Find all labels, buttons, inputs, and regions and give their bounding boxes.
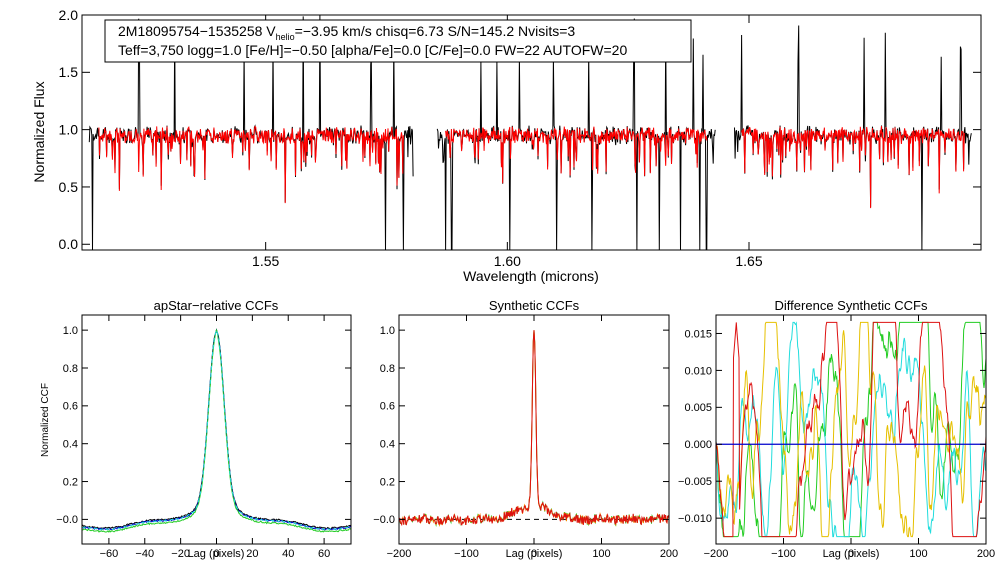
x-tick-label: 0 xyxy=(531,548,537,560)
spectrum-model-line xyxy=(741,125,965,209)
spectrum-annotation: 2M18095754−1535258 Vhelio=−3.95 km/s chi… xyxy=(104,19,692,63)
spectrum-lines xyxy=(88,15,972,250)
x-tick-label: 1.60 xyxy=(494,253,521,269)
x-tick-label: 100 xyxy=(909,548,927,560)
y-tick-label: 0.8 xyxy=(380,363,395,375)
y-tick-label: −0.010 xyxy=(678,513,712,525)
y-tick-label: 0.015 xyxy=(684,328,712,340)
x-tick-label: 40 xyxy=(282,548,294,560)
y-tick-label: 1.0 xyxy=(59,122,79,138)
apstar-ccf-ticks: −60 −40 −20 0 20 40 60 −0.0 0.2 0.4 0.6 0.8 1.0 xyxy=(56,315,351,560)
spectrum-model-line xyxy=(445,126,708,184)
y-tick-label: 0.005 xyxy=(684,402,712,414)
x-tick-label: 1.55 xyxy=(252,253,279,269)
synthetic-ccf-line xyxy=(398,330,670,527)
y-tick-label: 1.5 xyxy=(59,64,79,80)
y-tick-label: 0.4 xyxy=(380,439,395,451)
difference-ccf-chart: Difference Synthetic CCFs −200 −100 0 100 20… xyxy=(678,298,995,560)
x-tick-label: −100 xyxy=(454,548,479,560)
apstar-ccf-line xyxy=(81,328,352,530)
apstar-ccf-chart: apStar−relative CCFs −60 −40 −20 0 20 40 60 −0.… xyxy=(40,298,352,560)
apstar-ccf-ylabel: Normalized CCF xyxy=(40,383,51,457)
apstar-ccf-lines xyxy=(81,328,352,533)
difference-ccf-ticks: −200 −100 0 100 200 −0.010 −0.005 0.000 0.005 0.0… xyxy=(678,315,995,560)
x-tick-label: 200 xyxy=(977,548,995,560)
apstar-ccf-title: apStar−relative CCFs xyxy=(154,298,279,313)
x-tick-label: −100 xyxy=(771,548,796,560)
y-tick-label: 0.6 xyxy=(63,401,78,413)
annotation-box xyxy=(104,19,692,63)
x-tick-label: 0 xyxy=(213,548,219,560)
difference-ccf-line xyxy=(715,321,987,538)
difference-ccf-line xyxy=(715,321,987,538)
y-tick-label: 0.0 xyxy=(59,236,79,252)
spectrum-model-line xyxy=(98,125,404,204)
y-tick-label: 0.6 xyxy=(380,401,395,413)
apstar-ccf-line xyxy=(82,328,352,531)
y-tick-label: 0.5 xyxy=(59,179,79,195)
x-tick-label: 200 xyxy=(660,548,678,560)
x-tick-label: 60 xyxy=(318,548,330,560)
x-tick-label: 100 xyxy=(592,548,610,560)
x-tick-label: −200 xyxy=(387,548,412,560)
spectrum-ylabel: Normalized Flux xyxy=(31,81,47,182)
apstar-ccf-line xyxy=(81,328,352,531)
x-tick-label: 20 xyxy=(246,548,258,560)
synthetic-ccf-chart: Synthetic CCFs −200 −100 0 100 200 −0.0 0.2 0.4… xyxy=(373,298,678,560)
y-tick-label: −0.0 xyxy=(373,514,395,526)
apstar-ccf-frame xyxy=(81,314,352,545)
synthetic-ccf-line xyxy=(398,330,670,527)
y-tick-label: 1.0 xyxy=(63,325,78,337)
y-tick-label: −0.0 xyxy=(56,514,78,526)
annotation-line1: 2M18095754−1535258 Vhelio=−3.95 km/s chi… xyxy=(118,23,575,42)
y-tick-label: 0.8 xyxy=(63,363,78,375)
y-tick-label: 0.4 xyxy=(63,439,78,451)
y-tick-label: 0.2 xyxy=(63,476,78,488)
apstar-ccf-line xyxy=(81,328,352,533)
x-tick-label: −40 xyxy=(135,548,154,560)
x-tick-label: 1.65 xyxy=(735,253,762,269)
y-tick-label: 0.010 xyxy=(684,365,712,377)
synthetic-ccf-ticks: −200 −100 0 100 200 −0.0 0.2 0.4 0.6 0.8 1.0 xyxy=(373,315,678,560)
difference-ccf-line xyxy=(715,321,987,538)
x-tick-label: −60 xyxy=(100,548,119,560)
difference-ccf-title: Difference Synthetic CCFs xyxy=(775,298,928,313)
spectrum-plot-frame xyxy=(81,14,982,251)
y-tick-label: 2.0 xyxy=(59,7,79,23)
y-tick-label: −0.005 xyxy=(678,476,712,488)
synthetic-ccf-frame xyxy=(398,314,670,545)
x-tick-label: −20 xyxy=(171,548,190,560)
y-tick-label: 1.0 xyxy=(380,325,395,337)
x-tick-label: −200 xyxy=(704,548,729,560)
difference-ccf-lines xyxy=(715,321,987,538)
synthetic-ccf-title: Synthetic CCFs xyxy=(489,298,580,313)
y-tick-label: 0.2 xyxy=(380,476,395,488)
spectrum-ticks: 1.55 1.60 1.65 0.0 0.5 1.0 1.5 2.0 xyxy=(59,7,981,269)
annotation-line2: Teff=3,750 logg=1.0 [Fe/H]=−0.50 [alpha/… xyxy=(118,42,627,58)
synthetic-ccf-lines xyxy=(398,330,670,527)
spectrum-xlabel: Wavelength (microns) xyxy=(463,268,599,284)
y-tick-label: 0.000 xyxy=(684,439,712,451)
x-tick-label: 0 xyxy=(848,548,854,560)
synthetic-ccf-xlabel: Lag (pixels) xyxy=(506,548,563,560)
apstar-ccf-xlabel: Lag (pixels) xyxy=(188,548,245,560)
difference-ccf-line xyxy=(715,321,987,538)
synthetic-ccf-line xyxy=(398,330,670,527)
difference-ccf-xlabel: Lag (pixels) xyxy=(823,548,880,560)
spectrum-chart: 1.55 1.60 1.65 0.0 0.5 1.0 1.5 2.0 2M18095754−1… xyxy=(31,7,982,284)
